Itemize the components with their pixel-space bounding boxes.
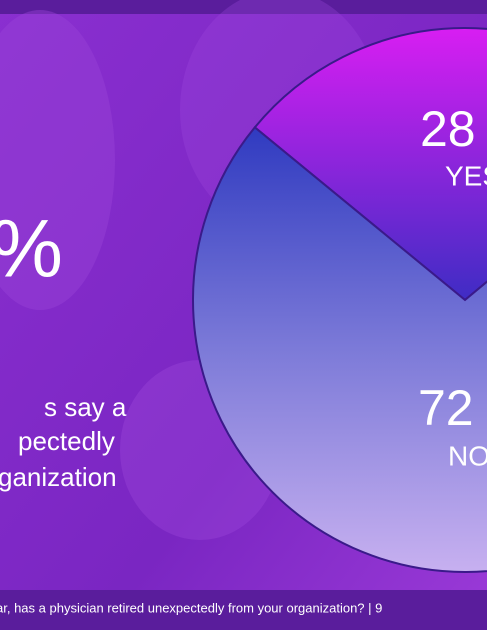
caption-line: ganization	[0, 462, 117, 492]
pie-slice	[253, 27, 487, 302]
big-stat: %	[0, 204, 63, 295]
caption-line: pectedly	[18, 426, 115, 456]
blob	[0, 10, 115, 310]
slice-category-label: NO	[448, 440, 487, 471]
slice-category-label: YES	[445, 160, 487, 191]
pie-slice	[192, 125, 487, 573]
slice-value-label: 72	[418, 380, 474, 436]
caption-line: s say a	[44, 392, 127, 422]
footer-text: ar, has a physician retired unexpectedly…	[0, 600, 382, 615]
slice-value-label: 28	[420, 101, 476, 157]
top-bar	[0, 0, 487, 14]
footer-bar	[0, 590, 487, 630]
